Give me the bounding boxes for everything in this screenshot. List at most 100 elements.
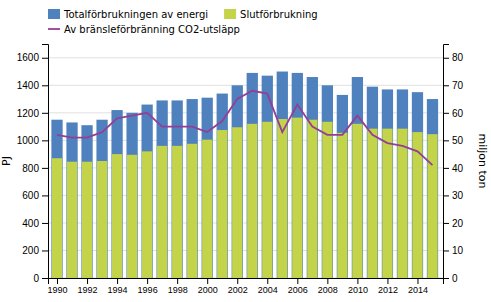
tick-label: 2010	[348, 285, 368, 295]
axis-line	[42, 45, 49, 279]
legend-swatch	[224, 9, 236, 19]
tick-label: 2004	[258, 285, 278, 295]
tick: 0	[33, 273, 48, 284]
bar	[97, 161, 107, 278]
bar	[427, 99, 438, 278]
tick: 2006	[288, 278, 308, 295]
marks	[51, 72, 438, 278]
bar	[67, 162, 77, 278]
tick-mark	[117, 278, 118, 284]
bar	[157, 146, 167, 278]
y2-axis: 01020304050607080	[443, 45, 464, 284]
bar	[337, 95, 348, 278]
bar	[277, 119, 287, 278]
tick-label: 2014	[408, 285, 428, 295]
bar	[202, 140, 212, 278]
bar	[142, 151, 152, 278]
y2-axis-title: miljon ton	[476, 133, 489, 188]
tick-label: 1000	[17, 135, 40, 146]
bar	[127, 155, 137, 278]
tick-mark	[237, 278, 238, 284]
tick-mark	[42, 195, 48, 196]
y-axis-title: PJ	[0, 156, 13, 166]
tick-mark	[357, 278, 358, 284]
bar	[397, 89, 408, 278]
tick-label: 1996	[138, 285, 158, 295]
tick: 1600	[17, 52, 48, 63]
bar	[247, 124, 257, 278]
tick-mark	[443, 195, 449, 196]
bar	[126, 113, 137, 278]
tick-label: 1200	[17, 108, 40, 119]
legend-swatch	[48, 28, 60, 30]
tick: 1000	[17, 135, 48, 146]
tick: 1994	[108, 278, 128, 295]
tick-mark	[267, 278, 268, 284]
grid	[48, 58, 443, 278]
tick-label: 0	[452, 273, 458, 284]
tick-label: 10	[452, 245, 464, 256]
tick: 20	[443, 218, 464, 229]
tick-mark	[42, 168, 48, 169]
bar	[66, 122, 77, 278]
x-axis: 1990199219941996199820002002200420062008…	[47, 278, 443, 295]
tick-label: 1992	[78, 285, 98, 295]
bar	[322, 122, 332, 278]
tick-mark	[443, 278, 449, 279]
grid-line	[48, 57, 443, 58]
tick-mark	[177, 278, 178, 284]
tick: 800	[22, 163, 48, 174]
tick: 200	[22, 245, 48, 256]
bar	[337, 133, 347, 278]
tick-label: 50	[452, 135, 464, 146]
tick: 2008	[318, 278, 338, 295]
bar	[232, 127, 242, 278]
tick-mark	[42, 85, 48, 86]
tick: 1992	[78, 278, 98, 295]
tick-mark	[42, 58, 48, 59]
tick: 1400	[17, 80, 48, 91]
tick-label: 400	[22, 218, 39, 229]
tick-label: 20	[452, 218, 464, 229]
legend-item: Av bränsleförbränning CO2-utsläpp	[48, 24, 240, 35]
tick-mark	[297, 278, 298, 284]
bar	[412, 92, 423, 278]
tick-label: 2008	[318, 285, 338, 295]
tick: 1996	[138, 278, 158, 295]
tick-mark	[42, 140, 48, 141]
bar	[111, 110, 122, 278]
legend-item: Totalförbrukningen av energi	[48, 9, 208, 20]
bar-series	[52, 118, 438, 278]
bar	[307, 120, 317, 278]
bar	[51, 120, 62, 278]
tick-label: 70	[452, 80, 464, 91]
bar	[277, 72, 288, 278]
bar	[322, 85, 333, 278]
bar	[81, 125, 92, 278]
bar	[187, 144, 197, 278]
tick-mark	[417, 278, 418, 284]
legend-label: Av bränsleförbränning CO2-utsläpp	[64, 24, 240, 35]
tick: 1998	[168, 278, 188, 295]
bar	[82, 162, 92, 278]
tick-label: 2002	[228, 285, 248, 295]
tick-label: 80	[452, 52, 464, 63]
tick-mark	[443, 140, 449, 141]
tick: 2000	[198, 278, 218, 295]
tick-label: 1998	[168, 285, 188, 295]
bar	[367, 87, 378, 278]
bar	[382, 129, 392, 278]
bar	[96, 120, 107, 278]
tick: 2002	[228, 278, 248, 295]
tick-label: 1600	[17, 52, 40, 63]
tick-mark	[42, 278, 48, 279]
tick: 400	[22, 218, 48, 229]
legend-item: Slutförbrukning	[224, 9, 318, 20]
tick: 2014	[408, 278, 428, 295]
tick: 0	[443, 273, 458, 284]
tick-label: 2006	[288, 285, 308, 295]
tick-label: 1994	[108, 285, 128, 295]
legend-label: Totalförbrukningen av energi	[63, 9, 208, 20]
tick-mark	[443, 250, 449, 251]
chart: 1990199219941996199820002002200420062008…	[0, 0, 491, 302]
